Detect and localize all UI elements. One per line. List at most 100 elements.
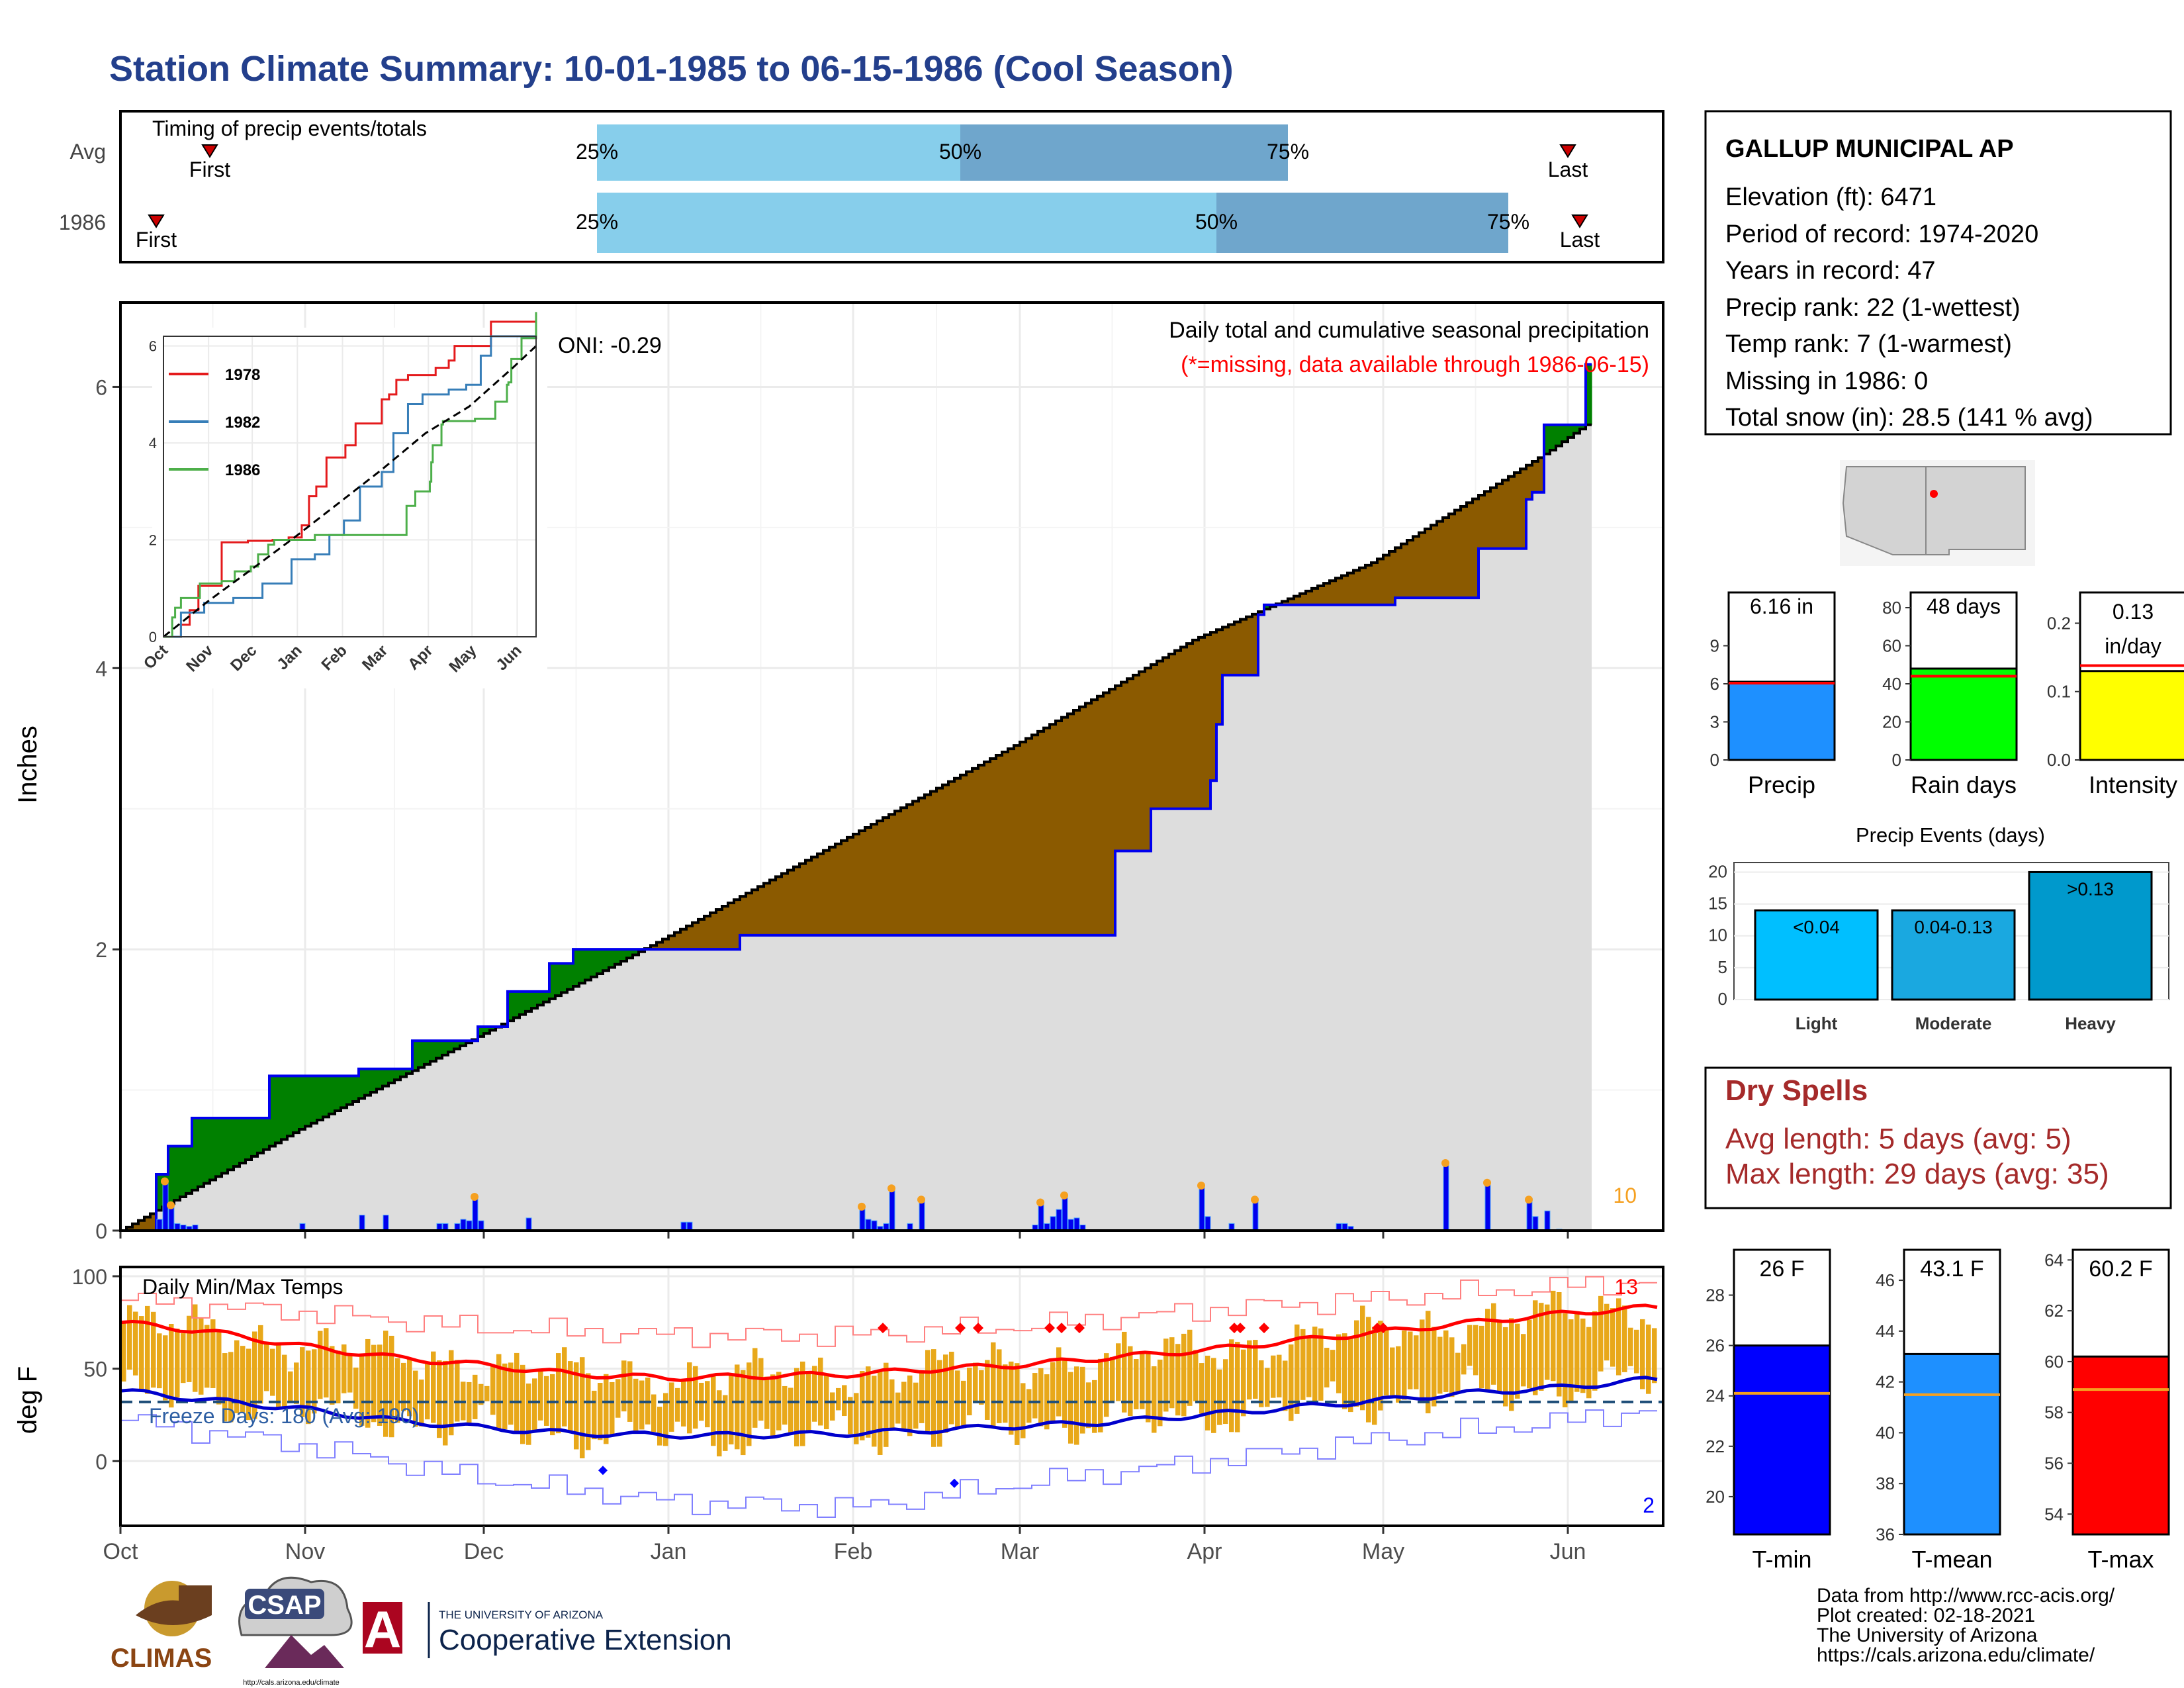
below-average-fill bbox=[1359, 567, 1366, 605]
summary-bar-Intensity bbox=[2079, 670, 2184, 761]
below-average-fill bbox=[1246, 616, 1253, 675]
daily-temp-bar bbox=[1235, 1342, 1240, 1432]
daily-temp-bar bbox=[1080, 1366, 1085, 1434]
above-average-fill bbox=[293, 1076, 300, 1133]
daily-temp-bar bbox=[395, 1358, 400, 1423]
daily-temp-bar bbox=[687, 1362, 692, 1434]
daily-temp-bar bbox=[121, 1322, 126, 1382]
daily-precip-bar bbox=[889, 1188, 895, 1231]
daily-temp-bar bbox=[979, 1370, 984, 1405]
daily-temp-bar bbox=[1128, 1346, 1133, 1416]
timing-bar-late bbox=[960, 124, 1288, 181]
below-average-fill bbox=[1127, 679, 1134, 851]
above-average-fill bbox=[579, 949, 586, 984]
temp-summary-x-label: T-min bbox=[1752, 1546, 1812, 1573]
daily-temp-bar bbox=[538, 1368, 543, 1421]
daily-temp-bar bbox=[1473, 1325, 1479, 1376]
temp-summary-y-tick-label: 38 bbox=[1876, 1474, 1895, 1493]
daily-temp-bar bbox=[669, 1382, 674, 1432]
daily-temp-bar bbox=[520, 1364, 525, 1444]
precip-corner-count: 10 bbox=[1613, 1184, 1637, 1207]
below-average-fill bbox=[1258, 611, 1265, 615]
daily-temp-bar bbox=[145, 1305, 150, 1394]
above-average-fill bbox=[627, 949, 633, 959]
timing-bar-early bbox=[597, 124, 960, 181]
daily-temp-bar bbox=[216, 1331, 222, 1405]
daily-temp-bar bbox=[747, 1362, 752, 1446]
below-average-fill bbox=[1103, 692, 1110, 935]
below-average-fill bbox=[1091, 700, 1098, 935]
daily-temp-bar bbox=[758, 1358, 764, 1421]
station-name: GALLUP MUNICIPAL AP bbox=[1725, 135, 2014, 163]
daily-temp-bar bbox=[854, 1393, 859, 1444]
map-new-mexico-shape bbox=[1925, 466, 2026, 555]
above-average-fill bbox=[311, 1076, 318, 1123]
daily-temp-bar bbox=[991, 1342, 996, 1428]
daily-temp-bar bbox=[1199, 1363, 1205, 1414]
daily-temp-bar bbox=[544, 1376, 549, 1426]
below-average-fill bbox=[1443, 518, 1449, 598]
daily-temp-bar bbox=[1551, 1290, 1556, 1382]
below-average-fill bbox=[132, 1223, 139, 1231]
daily-temp-bar bbox=[657, 1407, 662, 1446]
daily-precip-bar bbox=[1205, 1216, 1211, 1231]
ua-logo: A THE UNIVERSITY OF ARIZONA Cooperative … bbox=[363, 1600, 732, 1658]
daily-precip-bar bbox=[1050, 1216, 1056, 1231]
events-y-tick-label: 15 bbox=[1708, 894, 1727, 914]
daily-temp-bar bbox=[1348, 1337, 1353, 1413]
daily-temp-bar bbox=[455, 1360, 460, 1422]
daily-temp-bar bbox=[782, 1385, 788, 1425]
daily-temp-bar bbox=[574, 1362, 579, 1450]
daily-temp-bar bbox=[598, 1383, 603, 1440]
below-average-fill bbox=[1234, 622, 1241, 675]
daily-temp-bar bbox=[1414, 1335, 1419, 1389]
freeze-days-label: Freeze Days: 180 (Avg: 190) bbox=[149, 1404, 420, 1428]
daily-temp-bar bbox=[627, 1361, 633, 1422]
daily-temp-bar bbox=[931, 1349, 936, 1447]
daily-temp-bar bbox=[1628, 1327, 1633, 1366]
map-station-marker bbox=[1930, 490, 1938, 498]
daily-temp-bar bbox=[693, 1366, 698, 1429]
info-temp-rank: Temp rank: 7 (1-warmest) bbox=[1725, 330, 2012, 358]
above-average-fill bbox=[222, 1118, 228, 1174]
events-y-tick-label: 20 bbox=[1708, 861, 1727, 881]
above-average-fill bbox=[383, 1068, 389, 1086]
daily-temp-bar bbox=[711, 1376, 716, 1446]
daily-temp-bar bbox=[723, 1395, 728, 1451]
temp-summary-y-tick-label: 26 bbox=[1706, 1336, 1725, 1356]
daily-temp-bar bbox=[550, 1374, 555, 1436]
below-average-fill bbox=[1210, 632, 1217, 781]
events-bar-value-label: 0.04-0.13 bbox=[1914, 917, 1992, 937]
below-average-fill bbox=[978, 765, 985, 935]
daily-temp-bar bbox=[788, 1387, 794, 1433]
below-average-fill bbox=[1467, 502, 1473, 598]
temp-plot: 0 50 100 bbox=[72, 1265, 1663, 1526]
above-average-fill bbox=[347, 1076, 353, 1105]
daily-temp-bar bbox=[830, 1392, 835, 1421]
above-average-fill bbox=[1550, 424, 1557, 451]
above-average-fill bbox=[305, 1076, 312, 1127]
daily-temp-bar bbox=[1312, 1327, 1318, 1403]
daily-temp-bar bbox=[836, 1387, 841, 1411]
daily-precip-bar bbox=[1062, 1195, 1068, 1231]
locator-map bbox=[1840, 460, 2035, 566]
above-average-fill bbox=[287, 1076, 294, 1137]
above-average-fill bbox=[228, 1118, 234, 1170]
daily-temp-bar bbox=[347, 1355, 353, 1393]
above-average-fill bbox=[394, 1068, 401, 1080]
below-average-fill bbox=[1437, 521, 1443, 598]
daily-temp-bar bbox=[163, 1335, 168, 1401]
daily-temp-bar bbox=[860, 1371, 865, 1440]
record-high-marker bbox=[1259, 1323, 1269, 1334]
below-average-fill bbox=[1490, 487, 1497, 549]
below-average-fill bbox=[1312, 588, 1318, 605]
below-average-fill bbox=[823, 850, 830, 935]
daily-temp-bar bbox=[1300, 1329, 1306, 1400]
events-y-tick-label: 5 bbox=[1718, 957, 1727, 977]
daily-temp-bar bbox=[1336, 1334, 1342, 1393]
daily-temp-bar bbox=[1503, 1327, 1508, 1407]
daily-temp-bar bbox=[1384, 1327, 1389, 1396]
above-average-fill bbox=[543, 991, 550, 1002]
daily-temp-bar bbox=[365, 1338, 371, 1428]
